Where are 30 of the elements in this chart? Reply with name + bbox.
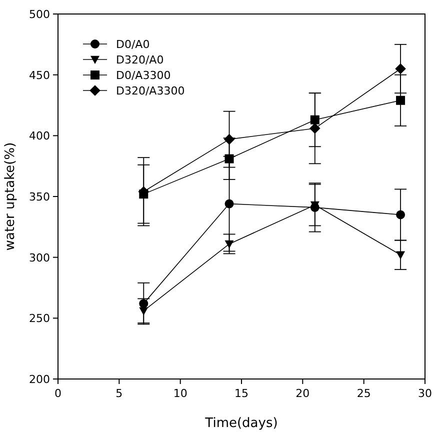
point: [139, 307, 148, 316]
x-tick-label: 0: [54, 387, 62, 400]
legend-label: D0/A3300: [116, 69, 171, 82]
point: [396, 251, 406, 260]
x-tick-label: 25: [356, 387, 371, 400]
legend-label: D320/A0: [116, 54, 164, 66]
x-tick-label: 10: [173, 387, 188, 400]
point: [224, 199, 234, 208]
y-tick-label: 400: [29, 130, 50, 143]
y-tick-label: 500: [29, 8, 50, 21]
point: [395, 63, 406, 74]
y-tick-label: 450: [29, 68, 50, 82]
point: [310, 122, 320, 134]
legend-label: D320/A3300: [116, 84, 185, 98]
point: [396, 210, 406, 220]
y-tick-label: 300: [29, 251, 50, 264]
x-tick-label: 30: [418, 387, 432, 400]
x-tick-label: 5: [116, 387, 123, 400]
y-tick-label: 250: [29, 312, 50, 326]
point: [224, 154, 234, 164]
y-tick-label: 350: [29, 190, 50, 204]
x-axis-title: Time(days): [204, 416, 278, 431]
point: [396, 96, 406, 105]
y-axis-title: water uptake(%): [3, 142, 18, 251]
x-tick-label: 20: [296, 387, 310, 400]
legend-label: D0/A0: [116, 38, 150, 51]
x-tick-label: 15: [234, 387, 248, 400]
point: [224, 134, 235, 145]
point: [224, 240, 234, 248]
y-tick-label: 200: [29, 373, 50, 386]
